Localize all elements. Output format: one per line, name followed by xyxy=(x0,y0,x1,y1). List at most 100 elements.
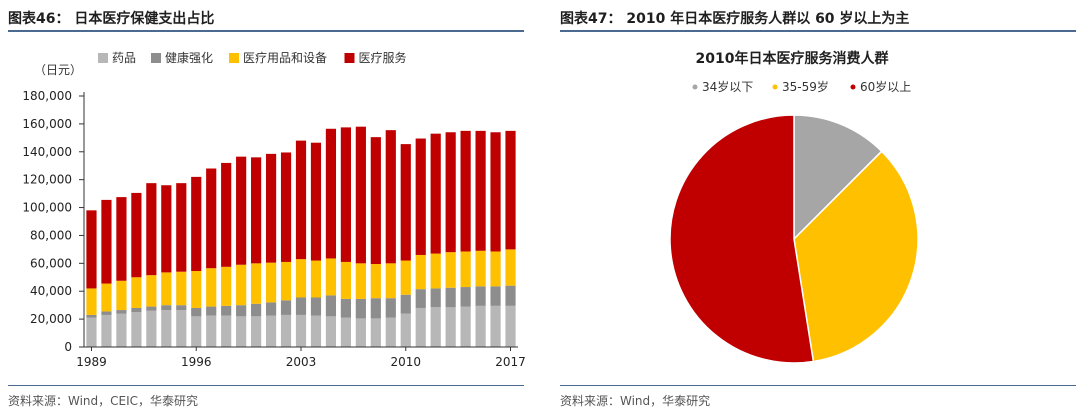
bar-segment xyxy=(400,144,411,261)
x-tick-label: 1989 xyxy=(76,355,107,369)
legend-swatch xyxy=(344,53,355,63)
legend-label: 60岁以上 xyxy=(860,79,911,94)
bar-segment xyxy=(325,128,337,259)
bar-segment xyxy=(265,262,277,303)
bar-segment xyxy=(325,258,337,296)
bar-segment xyxy=(146,275,157,307)
bar-segment xyxy=(325,295,337,317)
bar-segment xyxy=(430,288,441,308)
bar-segment xyxy=(505,305,516,347)
legend-label: 医疗服务 xyxy=(359,50,407,65)
stacked-bar-chart: （日元） 药品 健康强化 医疗用品和设备 医疗服务 0 20,000 40,000 60,000… xyxy=(22,50,526,369)
legend-marker xyxy=(692,84,698,90)
bar-segment xyxy=(460,306,471,347)
bar-segment xyxy=(340,317,351,347)
legend-label: 药品 xyxy=(112,51,136,65)
bar-segment xyxy=(161,185,172,273)
pie-chart: 2010年日本医疗服务消费人群 34岁以下 35-59岁 60岁以上 xyxy=(669,50,919,364)
bar-segment xyxy=(490,305,501,347)
legend-marker xyxy=(772,84,778,90)
bar-segment xyxy=(280,314,292,347)
bar-segment xyxy=(251,157,262,264)
source-note: 资料来源：Wind，CEIC，华泰研究 xyxy=(8,394,199,408)
bar-segment xyxy=(206,306,217,316)
bar-segment xyxy=(310,142,322,261)
y-tick-label: 40,000 xyxy=(30,284,72,298)
legend-swatch xyxy=(229,53,239,63)
bar-segment xyxy=(265,302,277,316)
legend-label: 34岁以下 xyxy=(702,79,753,94)
y-tick-label: 160,000 xyxy=(22,117,72,131)
bar-segment xyxy=(280,261,292,301)
bar-segment xyxy=(475,130,486,251)
footer-rule xyxy=(560,385,1076,386)
bar-segment xyxy=(116,310,127,314)
bar-segment xyxy=(86,288,97,315)
bar-segment xyxy=(206,315,217,348)
bar-segment xyxy=(490,132,501,252)
bar-segment xyxy=(445,287,456,308)
y-tick-label: 120,000 xyxy=(22,173,72,187)
bar-segment xyxy=(370,264,381,299)
bar-segment xyxy=(385,263,396,299)
legend-swatch xyxy=(151,53,161,63)
bar-segment xyxy=(265,315,277,348)
bar-segment xyxy=(146,310,157,347)
bar-segment xyxy=(86,210,97,289)
bar-segment xyxy=(415,254,426,290)
bar-segment xyxy=(236,316,247,347)
bar-segment xyxy=(475,305,486,347)
bar-segment xyxy=(251,316,262,347)
bar-segment xyxy=(206,268,217,307)
bar-segment xyxy=(505,285,516,306)
bar-segment xyxy=(460,130,471,252)
bar-segment xyxy=(191,176,202,272)
y-tick-label: 80,000 xyxy=(30,228,72,242)
legend-marker xyxy=(850,84,856,90)
bar-segment xyxy=(236,305,247,317)
bar-segment xyxy=(475,286,486,306)
figure-title: 图表47： 2010 年日本医疗服务人群以 60 岁以上为主 xyxy=(560,11,910,27)
x-tick-label: 2010 xyxy=(390,355,421,369)
bar-segment xyxy=(86,317,97,347)
bar-segment xyxy=(101,283,112,312)
x-tick-label: 2017 xyxy=(495,355,526,369)
bar-segment xyxy=(310,297,322,316)
bar-segment xyxy=(251,263,262,304)
bar-segment xyxy=(221,162,232,267)
bar-segment xyxy=(176,183,187,272)
bar-segment xyxy=(370,298,381,319)
bar-segment xyxy=(131,312,142,347)
bar-segment xyxy=(161,310,172,347)
bar-segment xyxy=(131,307,142,313)
bar-segment xyxy=(355,318,366,347)
bar-segment xyxy=(221,266,232,306)
bar-segment xyxy=(221,305,232,316)
title-rule xyxy=(560,30,1076,32)
bar-segment xyxy=(490,251,501,287)
pie-slice xyxy=(793,114,883,241)
bar-segment xyxy=(295,140,307,260)
bar-segment xyxy=(445,307,456,347)
bar-segment xyxy=(280,152,292,262)
bar-segment xyxy=(430,253,441,289)
bar-segment xyxy=(191,316,202,347)
bar-segment xyxy=(430,307,441,347)
bar-segment xyxy=(206,168,217,269)
bar-segment xyxy=(505,130,516,250)
bar-segment xyxy=(295,297,307,315)
legend-swatch xyxy=(98,53,108,63)
bar-segment xyxy=(265,153,277,263)
bar-segment xyxy=(415,307,426,347)
bar-segment xyxy=(176,305,187,311)
bar-segment xyxy=(101,311,112,315)
bar-segment xyxy=(355,263,366,299)
bar-segment xyxy=(146,183,157,276)
bar-segment xyxy=(236,264,247,306)
x-tick-label: 2003 xyxy=(286,355,317,369)
title-rule xyxy=(8,30,524,32)
bar-segment xyxy=(161,305,172,311)
bar-segment xyxy=(445,252,456,288)
bar-segment xyxy=(280,300,292,315)
bar-segment xyxy=(295,259,307,298)
